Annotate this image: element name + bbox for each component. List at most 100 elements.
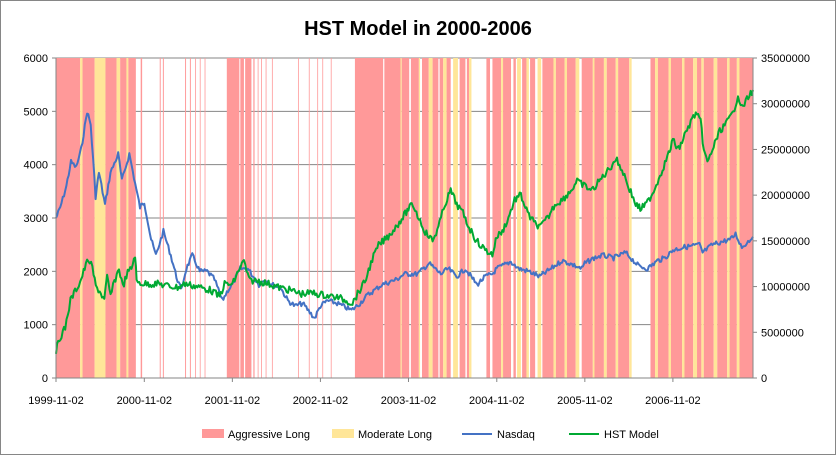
aggressive-long-band: [729, 58, 737, 378]
y-left-tick-label: 5000: [24, 106, 48, 118]
aggressive-long-band: [606, 58, 616, 378]
aggressive-long-band: [159, 58, 161, 378]
aggressive-long-band: [120, 58, 127, 378]
aggressive-long-band: [657, 58, 669, 378]
legend-aggressive-long-swatch: [202, 429, 224, 438]
y-left-tick-label: 4000: [24, 160, 48, 172]
moderate-long-band: [469, 58, 472, 378]
nasdaq-line: [55, 112, 754, 319]
aggressive-long-band: [354, 58, 384, 378]
x-tick-label: 2000-11-02: [117, 395, 172, 407]
moderate-long-band: [418, 58, 421, 378]
hst-model-line: [55, 89, 754, 355]
y-right-tick-label: 0: [761, 373, 767, 385]
y-right-tick-label: 25000000: [761, 144, 810, 156]
moderate-long-band: [736, 58, 740, 378]
aggressive-long-band: [555, 58, 565, 378]
aggressive-long-band: [513, 58, 516, 378]
moderate-long-band: [80, 58, 83, 378]
aggressive-long-band: [684, 58, 694, 378]
moderate-long-band: [428, 58, 433, 378]
aggressive-long-band: [384, 58, 401, 378]
x-tick-label: 2003-11-02: [381, 395, 436, 407]
legend-aggressive-long-label: Aggressive Long: [228, 429, 310, 441]
aggressive-long-band: [189, 58, 191, 378]
aggressive-long-band: [503, 58, 512, 378]
aggressive-long-band: [82, 58, 95, 378]
legend-nasdaq: Nasdaq: [462, 429, 535, 441]
aggressive-long-band: [317, 58, 319, 378]
aggressive-long-band: [226, 58, 240, 378]
moderate-long-band: [116, 58, 121, 378]
aggressive-long-band: [581, 58, 593, 378]
y-left-tick-label: 3000: [24, 213, 48, 225]
aggressive-long-band: [297, 58, 299, 378]
moderate-long-band: [537, 58, 542, 378]
aggressive-long-band: [140, 58, 143, 378]
aggressive-long-band: [265, 58, 267, 378]
aggressive-long-band: [697, 58, 702, 378]
legend-moderate-long: Moderate Long: [332, 429, 432, 441]
y-right-tick-label: 30000000: [761, 99, 810, 111]
y-right-tick-label: 15000000: [761, 236, 810, 248]
moderate-long-band: [553, 58, 556, 378]
aggressive-long-band: [308, 58, 310, 378]
aggressive-long-band: [271, 58, 273, 378]
aggressive-long-band: [566, 58, 576, 378]
aggressive-long-band: [162, 58, 164, 378]
moderate-long-band: [443, 58, 447, 378]
aggressive-long-band: [195, 58, 197, 378]
aggressive-long-band: [618, 58, 630, 378]
legend-nasdaq-label: Nasdaq: [497, 429, 535, 441]
moderate-long-band: [682, 58, 685, 378]
aggressive-long-band: [105, 58, 117, 378]
aggressive-long-band: [322, 58, 324, 378]
aggressive-long-band: [670, 58, 683, 378]
y-right-tick-label: 5000000: [761, 327, 804, 339]
aggressive-long-band: [594, 58, 604, 378]
aggressive-long-band: [199, 58, 201, 378]
moderate-long-band: [713, 58, 718, 378]
legend-moderate-long-swatch: [332, 429, 354, 438]
y-right-tick-label: 35000000: [761, 53, 810, 65]
legend-aggressive-long: Aggressive Long: [202, 429, 310, 441]
moderate-long-band: [701, 58, 704, 378]
legend-moderate-long-label: Moderate Long: [358, 429, 432, 441]
moderate-long-band: [564, 58, 567, 378]
aggressive-long-band: [492, 58, 502, 378]
x-tick-label: 2001-11-02: [205, 395, 260, 407]
aggressive-long-band: [261, 58, 262, 378]
moderate-long-band: [126, 58, 129, 378]
moderate-long-band: [94, 58, 106, 378]
moderate-long-band: [693, 58, 698, 378]
aggressive-long-band: [459, 58, 466, 378]
aggressive-long-band: [257, 58, 259, 378]
aggressive-long-band: [253, 58, 255, 378]
aggressive-long-band: [410, 58, 419, 378]
moderate-long-band: [517, 58, 521, 378]
aggressive-long-band: [245, 58, 252, 378]
legend-hst-model-label: HST Model: [604, 429, 659, 441]
moderate-long-band: [629, 58, 632, 378]
moderate-long-band: [592, 58, 595, 378]
aggressive-long-band: [717, 58, 728, 378]
aggressive-long-band: [185, 58, 187, 378]
moderate-long-band: [655, 58, 658, 378]
y-left-tick-labels: 0 1000 2000 3000 4000 5000 6000: [24, 53, 56, 385]
aggressive-long-band: [421, 58, 429, 378]
y-left-tick-label: 0: [42, 373, 48, 385]
aggressive-long-band: [432, 58, 439, 378]
legend: Aggressive Long Moderate Long Nasdaq HST Mo…: [202, 429, 659, 441]
aggressive-long-band: [330, 58, 332, 378]
chart-title: HST Model in 2000-2006: [304, 18, 532, 40]
x-tick-label: 2004-11-02: [469, 395, 524, 407]
y-right-tick-labels: 0 5000000 10000000 15000000 20000000 25000000…: [753, 53, 810, 385]
aggressive-long-band: [204, 58, 206, 378]
moderate-long-band: [615, 58, 619, 378]
series-lines: [55, 89, 754, 355]
aggressive-long-band: [466, 58, 470, 378]
moderate-long-band: [575, 58, 580, 378]
moderate-long-band: [501, 58, 504, 378]
